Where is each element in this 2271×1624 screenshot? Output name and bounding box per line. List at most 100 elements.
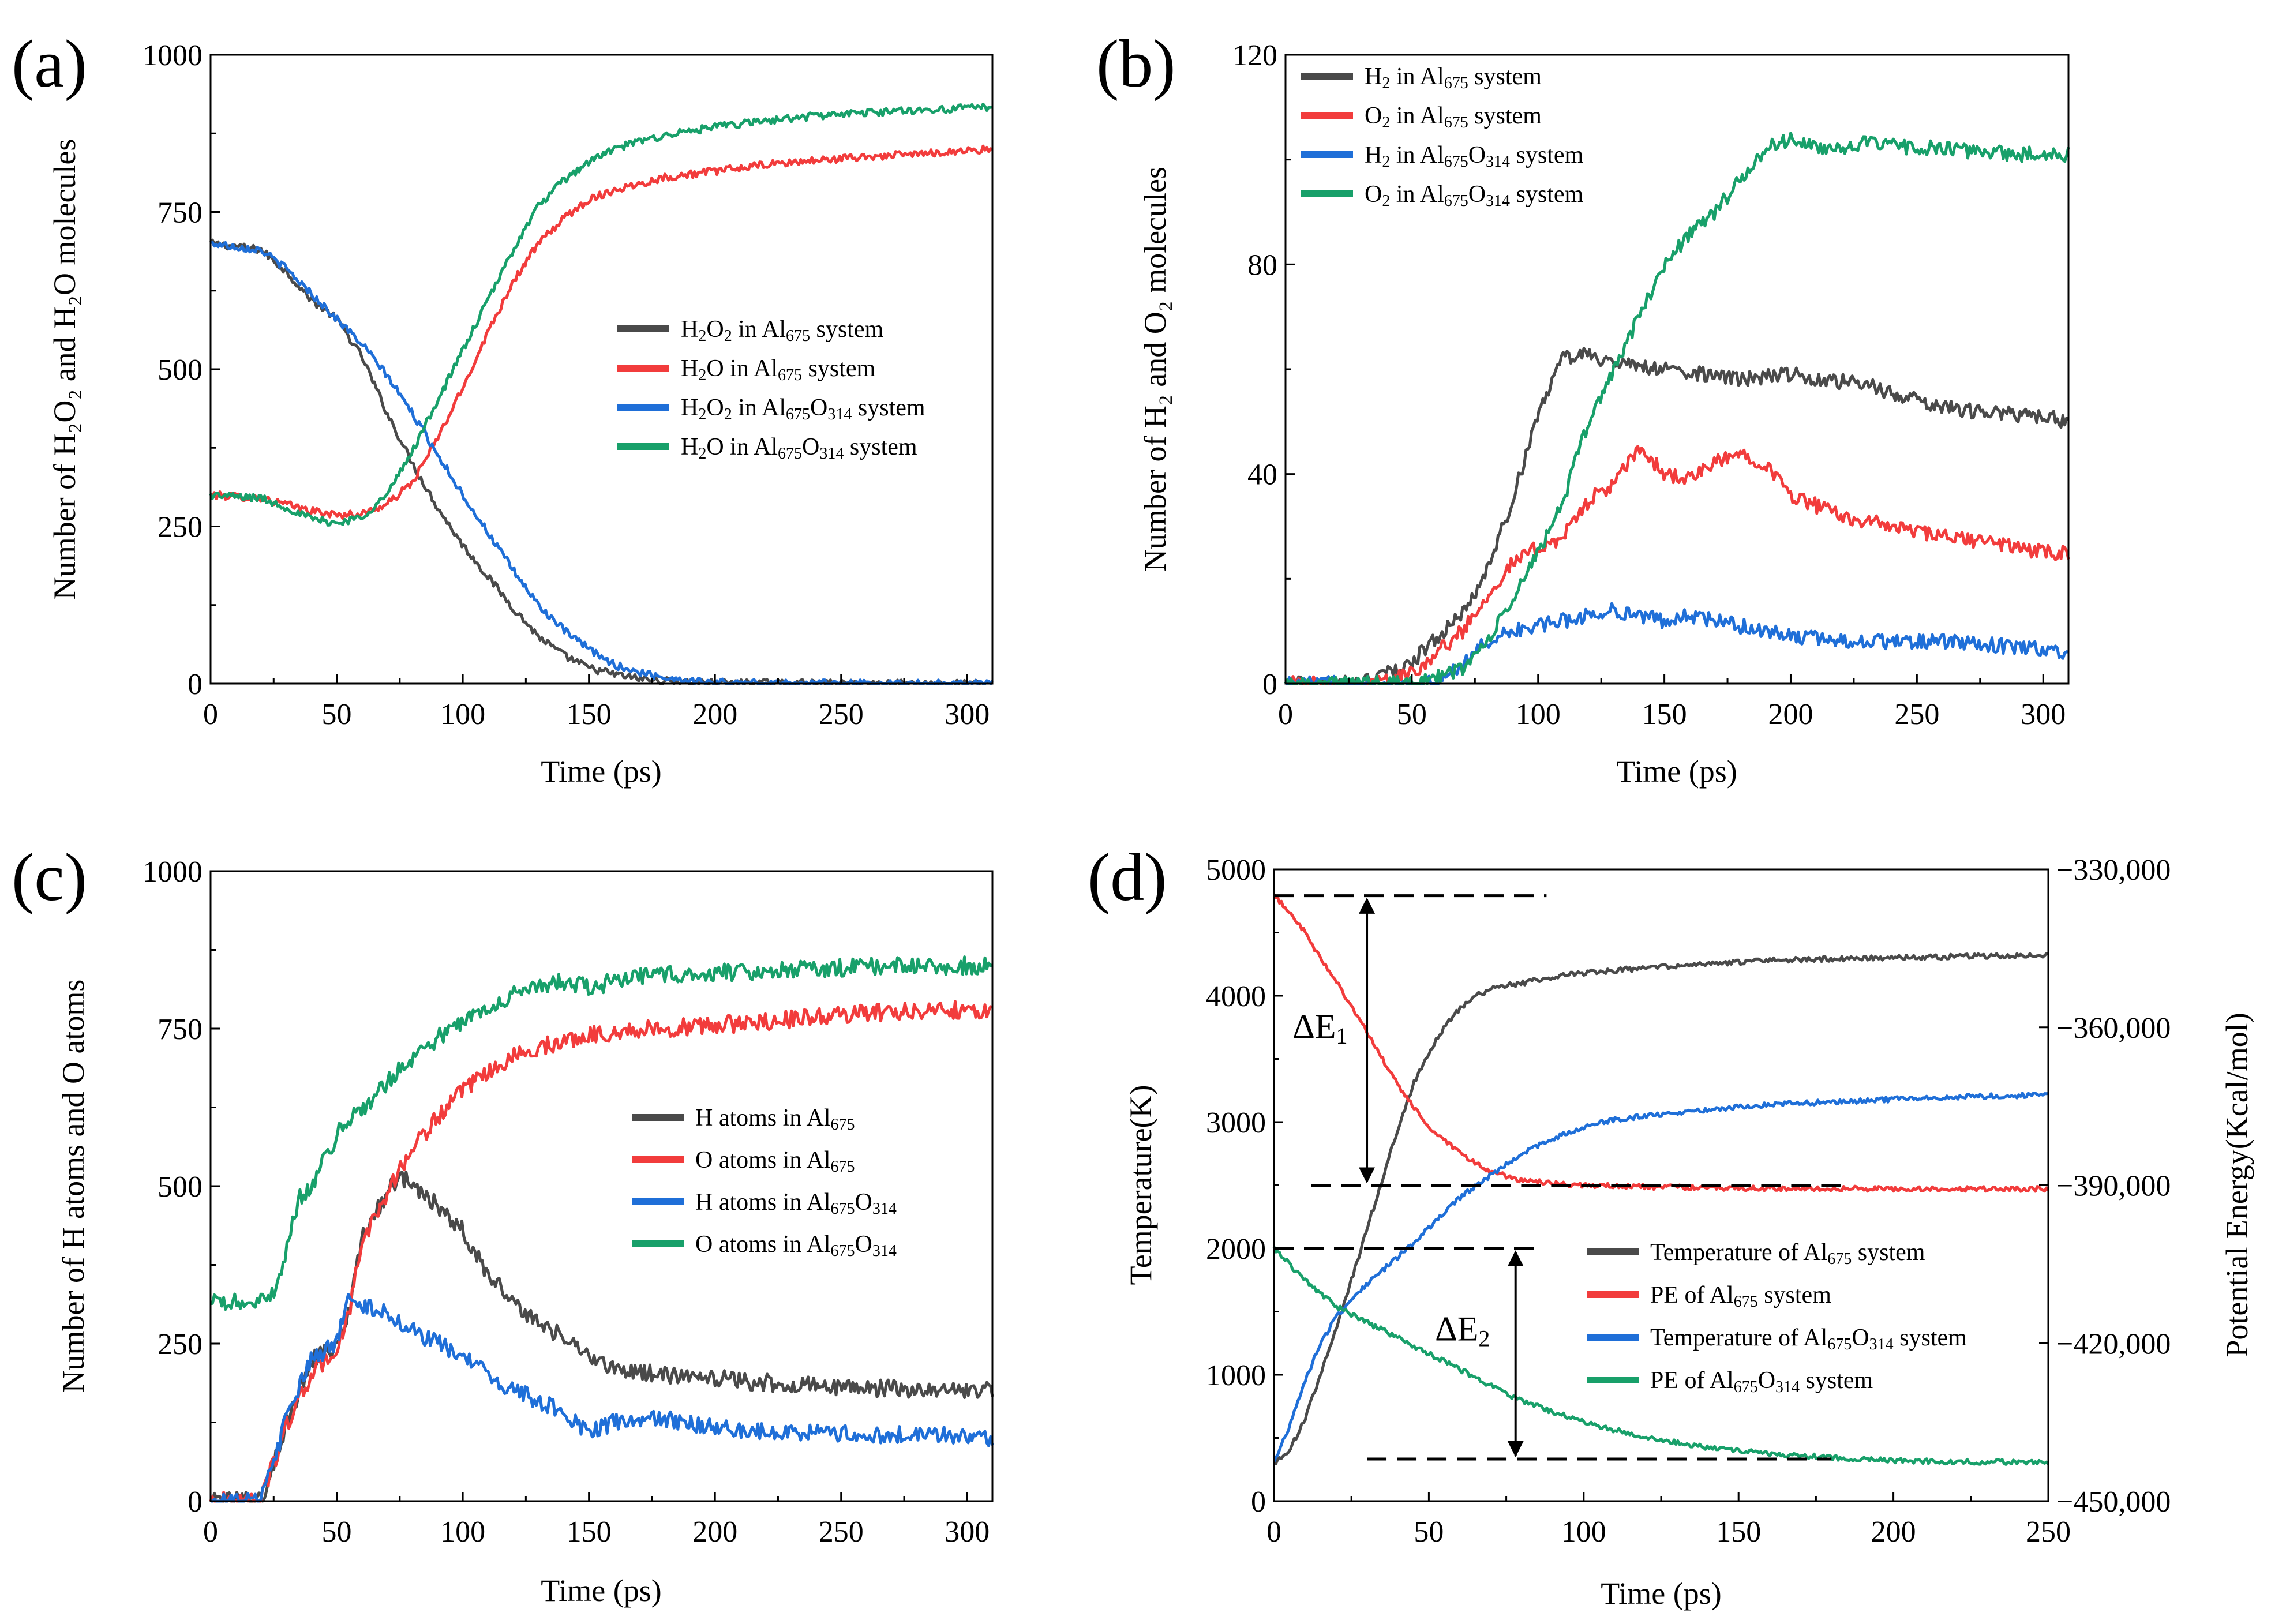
y-tick-label: 500	[158, 354, 203, 387]
x-tick-label: 50	[322, 1516, 352, 1548]
legend-entry: O atoms in Al675O314	[695, 1231, 897, 1260]
legend-entry: H2O2 in Al675 system	[681, 316, 884, 345]
x-tick-label: 100	[440, 698, 485, 731]
y-tick-label: 0	[188, 1486, 203, 1518]
x-tick-label: 150	[1642, 698, 1687, 731]
legend-entry: H2O in Al675 system	[681, 355, 876, 384]
delta-e-label-1: ΔE1	[1292, 1007, 1347, 1049]
x-tick-label: 300	[2021, 698, 2066, 731]
series-line-d-3	[1272, 1246, 2049, 1466]
legend-entry: O2 in Al675O314 system	[1365, 181, 1584, 210]
panel-c-x-axis: 0 50 100 150 200 250 300	[203, 1492, 990, 1548]
panel-c: (c) 0 50 100 150 200 250 300 0 250 500 750 1000 Ti…	[12, 839, 994, 1608]
panel-d-y-axis-title: Temperature(K)	[1123, 1085, 1158, 1285]
panel-d-y-axis: 0 1000 2000 3000 4000 5000	[1206, 854, 1283, 1518]
legend-entry: O2 in Al675 system	[1365, 103, 1542, 132]
panel-label-d: (d)	[1088, 839, 1167, 915]
panel-c-legend: H atoms in Al675 O atoms in Al675 H atoms …	[632, 1105, 897, 1260]
legend-entry: PE of Al675O314 system	[1650, 1367, 1873, 1396]
x-tick-label: 50	[1414, 1516, 1444, 1548]
y-tick-label: 5000	[1206, 854, 1266, 887]
x-tick-label: 50	[322, 698, 352, 731]
x-tick-label: 150	[1716, 1516, 1761, 1548]
x-tick-label: 100	[440, 1516, 485, 1548]
x-tick-label: 150	[567, 1516, 612, 1548]
legend-entry: PE of Al675 system	[1650, 1282, 1831, 1311]
panel-b-y-axis: 0 40 80 120	[1232, 39, 1295, 701]
y-tick-label: 1000	[1206, 1359, 1266, 1392]
y2-tick-label: −330,000	[2056, 854, 2171, 887]
y2-tick-label: −420,000	[2056, 1327, 2171, 1360]
panel-label-c: (c)	[12, 839, 87, 915]
x-tick-label: 200	[1768, 698, 1813, 731]
series-line-a-0	[209, 238, 994, 685]
y-tick-label: 120	[1232, 39, 1277, 72]
legend-entry: Temperature of Al675O314 system	[1650, 1325, 1967, 1353]
x-tick-label: 250	[819, 698, 864, 731]
y-tick-label: 0	[1262, 668, 1277, 701]
x-tick-label: 250	[2026, 1516, 2071, 1548]
x-tick-label: 0	[203, 1516, 218, 1548]
panel-a-x-axis-title: Time (ps)	[541, 754, 662, 789]
y-tick-label: 250	[158, 511, 203, 544]
x-tick-label: 250	[819, 1516, 864, 1548]
panel-a-y-axis-title: Number of H₂O₂ and H₂O molecules	[47, 139, 82, 600]
y-tick-label: 40	[1247, 459, 1277, 492]
x-tick-label: 0	[1266, 1516, 1281, 1548]
y2-tick-label: −390,000	[2056, 1170, 2171, 1203]
series-line-b-1	[1286, 445, 2070, 685]
x-tick-label: 150	[567, 698, 612, 731]
series-line-a-1	[209, 144, 993, 520]
y2-tick-label: −450,000	[2056, 1486, 2171, 1518]
series-line-d-1	[1272, 893, 2050, 1193]
panel-b-x-axis-title: Time (ps)	[1616, 754, 1737, 789]
y-tick-label: 0	[188, 668, 203, 701]
legend-entry: H atoms in Al675O314	[695, 1189, 897, 1218]
panel-b-x-axis: 0 50 100 150 200 250 300	[1278, 674, 2066, 731]
y-tick-label: 3000	[1206, 1107, 1266, 1139]
panel-a-y-axis: 0 250 500 750 1000	[143, 39, 220, 701]
x-tick-label: 250	[1894, 698, 1939, 731]
panel-d-x-axis-title: Time (ps)	[1601, 1576, 1722, 1611]
x-tick-label: 300	[945, 1516, 990, 1548]
panel-label-b: (b)	[1096, 26, 1176, 102]
panel-d-legend: Temperature of Al675 system PE of Al675 s…	[1587, 1239, 1967, 1396]
panel-label-a: (a)	[12, 26, 87, 102]
series-line-b-0	[1284, 347, 2070, 685]
x-tick-label: 0	[1278, 698, 1293, 731]
panel-a-legend: H2O2 in Al675 system H2O in Al675 system H…	[617, 316, 925, 463]
y-tick-label: 500	[158, 1171, 203, 1203]
panel-b-legend: H2 in Al675 system O2 in Al675 system H2 i…	[1301, 63, 1584, 210]
x-tick-label: 200	[1871, 1516, 1916, 1548]
y-tick-label: 1000	[143, 856, 203, 888]
y2-tick-label: −360,000	[2056, 1012, 2171, 1045]
y-tick-label: 4000	[1206, 980, 1266, 1013]
panel-c-y-axis-title: Number of H atoms and O atoms	[56, 980, 91, 1393]
panel-b-y-axis-title: Number of H₂ and O₂ molecules	[1138, 167, 1172, 572]
panel-d-lines	[1272, 893, 2050, 1466]
panel-d-x-axis: 0 50 100 150 200 250	[1266, 1492, 2071, 1548]
legend-entry: H2O2 in Al675O314 system	[681, 395, 925, 423]
x-tick-label: 100	[1516, 698, 1561, 731]
panel-b-lines	[1284, 132, 2070, 685]
delta-e-label-2: ΔE2	[1435, 1310, 1490, 1352]
x-tick-label: 200	[692, 1516, 737, 1548]
panel-c-lines	[209, 955, 994, 1503]
panel-a-x-axis: 0 50 100 150 200 250 300	[203, 674, 990, 731]
panel-c-x-axis-title: Time (ps)	[541, 1573, 662, 1608]
series-line-a-3	[209, 102, 993, 527]
y-tick-label: 2000	[1206, 1233, 1266, 1266]
panel-b: (b) 0 50 100 150 200 250 300 0 40 80 120 Time (ps…	[1096, 26, 2070, 789]
x-tick-label: 300	[945, 698, 990, 731]
y-tick-label: 1000	[143, 39, 203, 72]
legend-entry: H2O in Al675O314 system	[681, 434, 917, 463]
x-tick-label: 100	[1561, 1516, 1606, 1548]
y-tick-label: 250	[158, 1328, 203, 1361]
panel-d: (d) ΔE1 ΔE2 0 50 100 150 200 250 0 1000 2000 3000…	[1088, 839, 2254, 1611]
panel-d-right-y-axis-title: Potential Energy(Kcal/mol)	[2220, 1012, 2254, 1357]
legend-entry: Temperature of Al675 system	[1650, 1239, 1925, 1268]
x-tick-label: 50	[1397, 698, 1427, 731]
legend-entry: H2 in Al675 system	[1365, 63, 1542, 92]
y-tick-label: 750	[158, 1013, 203, 1046]
